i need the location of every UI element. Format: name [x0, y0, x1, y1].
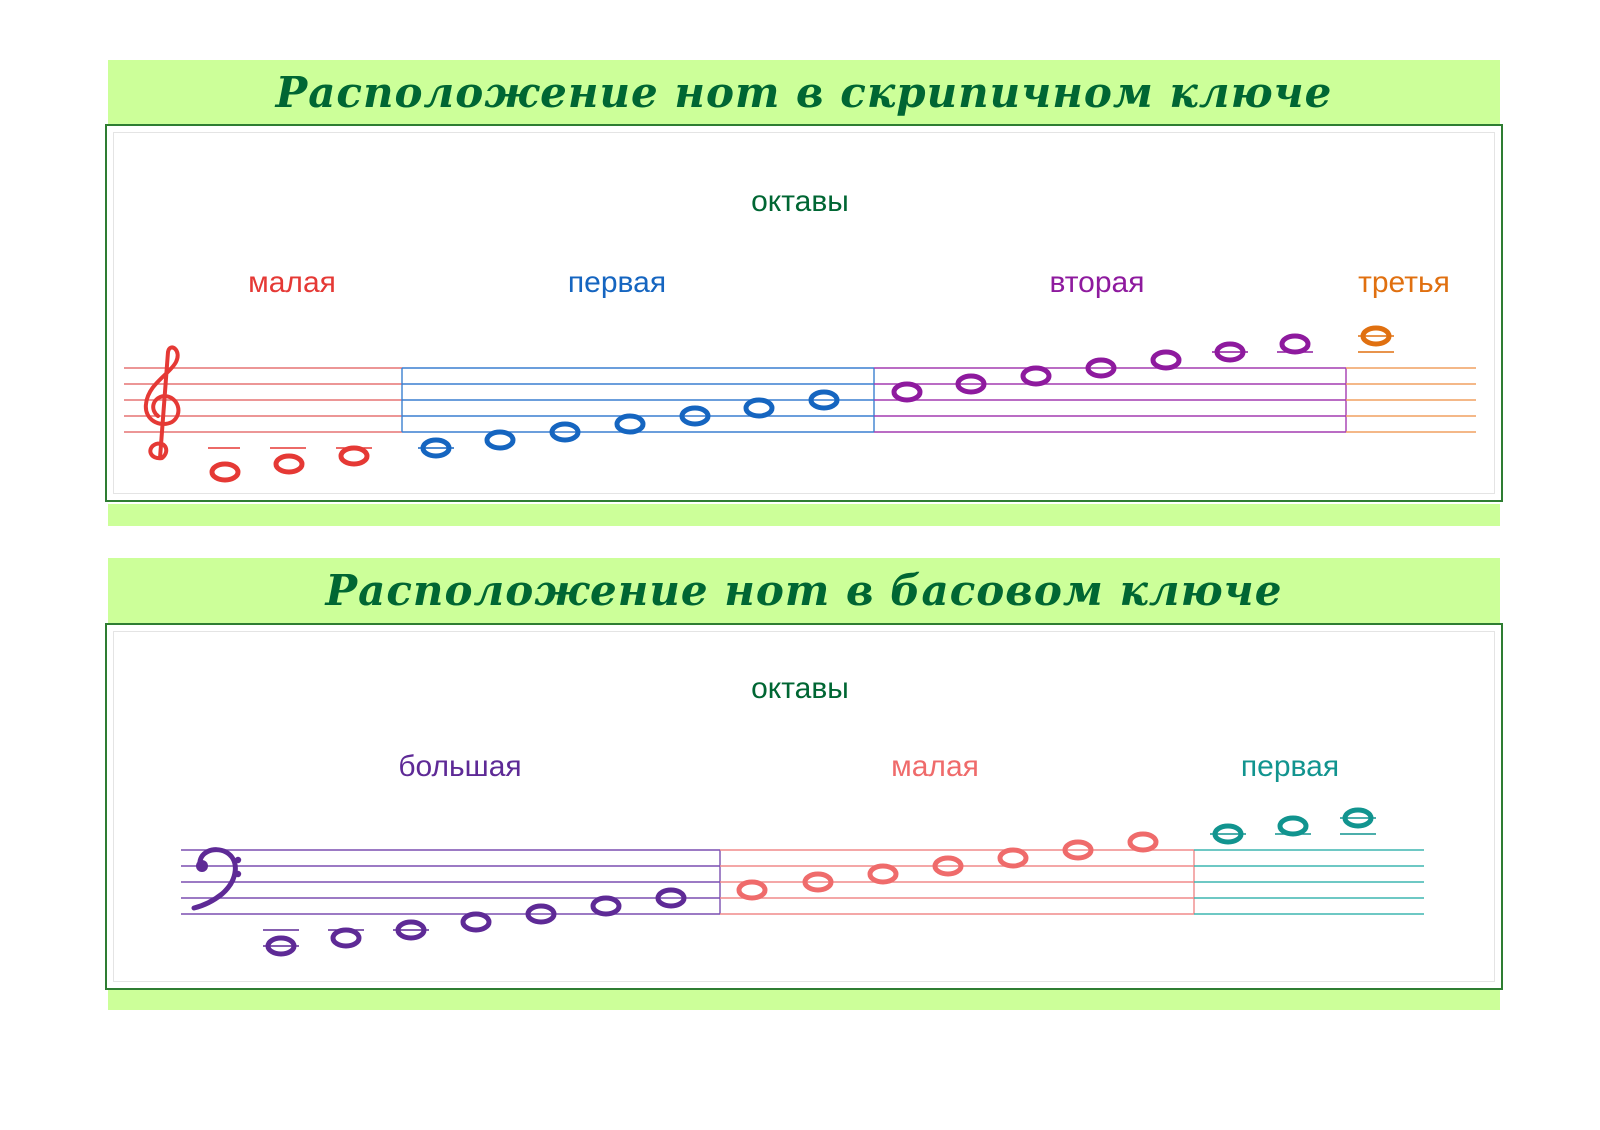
bass-notes-bolshaya — [263, 887, 687, 957]
treble-notes-tretya — [1358, 325, 1394, 353]
note — [330, 927, 362, 949]
note — [891, 381, 923, 403]
note — [614, 413, 646, 435]
note — [590, 895, 622, 917]
bass-staff-malaya — [720, 849, 1195, 915]
note — [679, 405, 711, 427]
note — [955, 373, 987, 395]
note — [1127, 831, 1159, 853]
treble-clef-icon — [143, 345, 181, 461]
note — [265, 935, 297, 957]
note — [209, 461, 241, 483]
note — [395, 919, 427, 941]
bass-title: Расположение нот в басовом ключе — [325, 566, 1283, 615]
note — [997, 847, 1029, 869]
note — [1085, 357, 1117, 379]
note — [525, 903, 557, 925]
bass-heading: октавы — [751, 672, 849, 705]
note — [484, 429, 516, 451]
bass-staff-pervaya — [1194, 849, 1424, 915]
treble-title: Расположение нот в скрипичном ключе — [275, 68, 1333, 117]
treble-card — [105, 124, 1503, 502]
treble-staff-vtoraya — [874, 367, 1347, 433]
note — [549, 421, 581, 443]
note — [1212, 823, 1244, 845]
bass-panel: Расположение нот в басовом ключе — [105, 558, 1503, 1010]
note — [1214, 341, 1246, 363]
note — [1360, 325, 1392, 347]
treble-octave-label-tretya: третья — [1358, 266, 1450, 299]
bass-clef-icon — [191, 847, 242, 911]
bass-octave-label-pervaya: первая — [1241, 750, 1339, 783]
note — [1020, 365, 1052, 387]
note — [1062, 839, 1094, 861]
treble-notes-pervaya — [418, 389, 840, 459]
bass-notes-malaya — [736, 831, 1159, 901]
note — [1277, 815, 1309, 837]
treble-heading: октавы — [751, 185, 849, 218]
treble-panel: Расположение нот в скрипичном ключе — [105, 60, 1503, 526]
note — [1150, 349, 1182, 371]
bass-octave-label-malaya: малая — [891, 750, 979, 783]
treble-octave-label-pervaya: первая — [568, 266, 666, 299]
bass-banner: Расположение нот в басовом ключе — [108, 558, 1500, 624]
note — [273, 453, 305, 475]
note — [932, 855, 964, 877]
note — [736, 879, 768, 901]
bass-card-inner — [113, 631, 1495, 982]
bass-notes-pervaya — [1210, 807, 1376, 845]
bass-octave-label-bolshaya: большая — [398, 750, 521, 783]
treble-card-inner — [113, 132, 1495, 494]
note — [1279, 333, 1311, 355]
note — [420, 437, 452, 459]
note — [867, 863, 899, 885]
treble-banner: Расположение нот в скрипичном ключе — [108, 60, 1500, 126]
treble-notes-vtoraya — [891, 333, 1313, 403]
note — [808, 389, 840, 411]
bass-footer-strip — [108, 988, 1500, 1010]
treble-staff-tretya — [1346, 367, 1476, 433]
bass-card — [105, 623, 1503, 990]
bass-staff-bolshaya — [181, 849, 721, 915]
note — [743, 397, 775, 419]
treble-notes-malaya — [208, 445, 372, 483]
treble-octave-label-malaya: малая — [248, 266, 336, 299]
note — [1342, 807, 1374, 829]
note — [802, 871, 834, 893]
note — [655, 887, 687, 909]
note — [460, 911, 492, 933]
treble-footer-strip — [108, 504, 1500, 526]
treble-octave-label-vtoraya: вторая — [1050, 266, 1145, 299]
note — [338, 445, 370, 467]
